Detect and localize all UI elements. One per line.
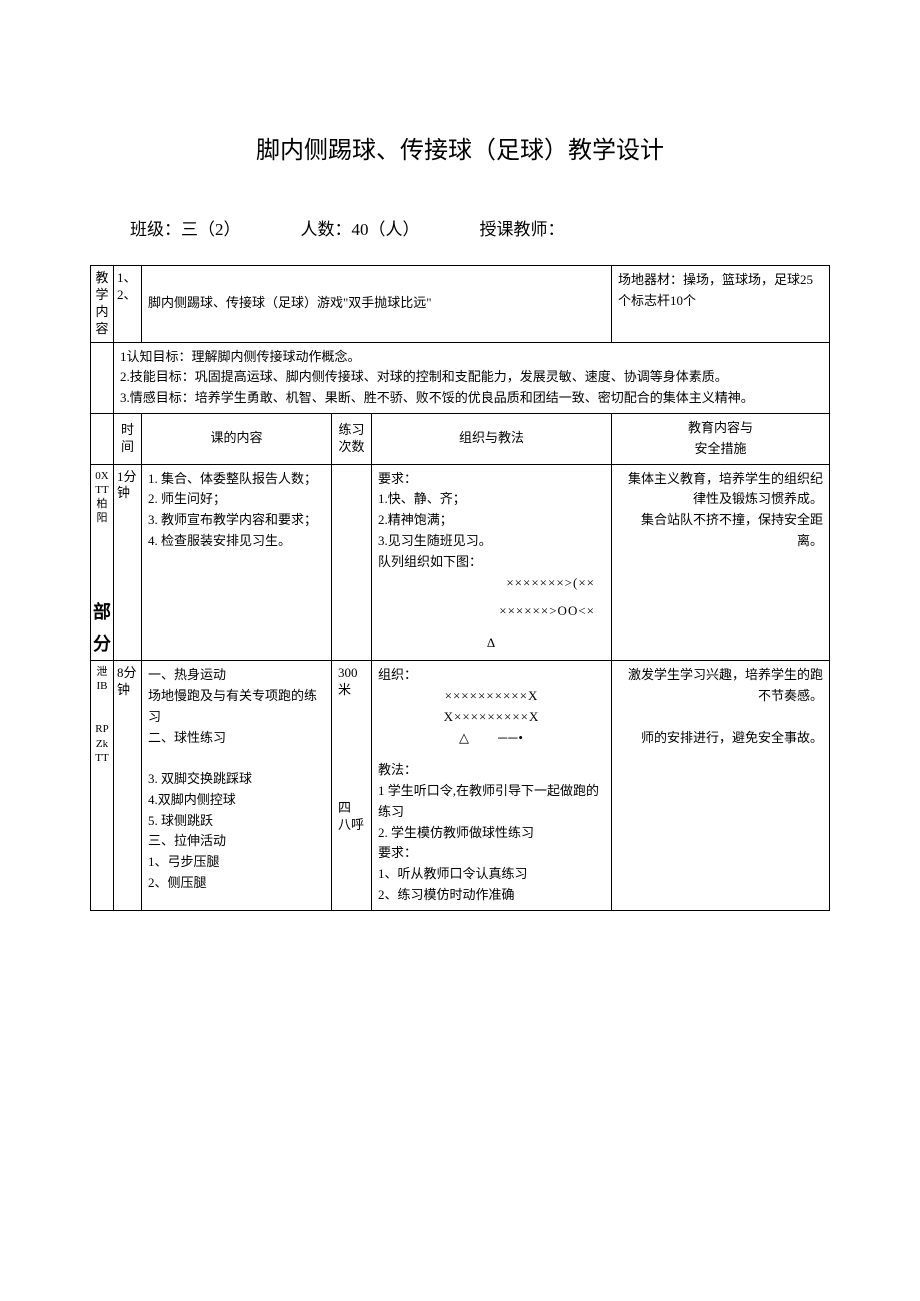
section1-edu: 集体主义教育，培养学生的组织纪律性及锻炼习惯养成。 集合站队不挤不撞，保持安全距… (612, 464, 830, 661)
section2-label: 泄 IB RP Zk TT (91, 661, 114, 911)
section1-label-c: 分 (91, 629, 114, 661)
teacher-info: 授课教师： (480, 215, 565, 240)
method-header: 组织与教法 (372, 413, 612, 464)
count-info: 人数：40（人） (301, 215, 420, 240)
content-header: 课的内容 (142, 413, 332, 464)
section2-content: 一、热身运动 场地慢跑及与有关专项跑的练习 二、球性练习 3. 双脚交换跳踩球 … (142, 661, 332, 911)
section1-method-req: 要求： 1.快、静、齐； 2.精神饱满； 3.见习生随班见习。 队列组织如下图：… (372, 464, 612, 597)
section1-count (332, 464, 372, 661)
section2-count: 300米 四 八呼 (332, 661, 372, 911)
table-row: 0X TT 柏阳 1分钟 1. 集合、体委整队报告人数； 2. 师生问好； 3.… (91, 464, 830, 597)
teaching-content-label: 教学内容 (91, 266, 114, 343)
class-info: 班级：三（2） (130, 215, 241, 240)
table-row: 泄 IB RP Zk TT 8分钟 一、热身运动 场地慢跑及与有关专项跑的练习 … (91, 661, 830, 911)
lesson-table: 教学内容 1、 2、 脚内侧踢球、传接球（足球）游戏"双手抛球比远" 场地器材：… (90, 265, 830, 911)
section1-method-diag: ××××××>OO<× (372, 597, 612, 628)
meta-row: 班级：三（2） 人数：40（人） 授课教师： (90, 215, 830, 240)
table-row: 1认知目标：理解脚内侧传接球动作概念。 2.技能目标：巩固提高运球、脚内侧传接球… (91, 342, 830, 413)
teaching-content: 脚内侧踢球、传接球（足球）游戏"双手抛球比远" (142, 266, 612, 343)
goals-label (91, 342, 114, 413)
section2-method: 组织： ××××××××××X X×××××××××X △ ──• 教法： 1 … (372, 661, 612, 911)
blank-header (91, 413, 114, 464)
count-header: 练习次数 (332, 413, 372, 464)
edu-header: 教育内容与 安全措施 (612, 413, 830, 464)
time-header: 时间 (114, 413, 142, 464)
goals: 1认知目标：理解脚内侧传接球动作概念。 2.技能目标：巩固提高运球、脚内侧传接球… (114, 342, 830, 413)
section1-label-a: 0X TT 柏阳 (91, 464, 114, 597)
section2-time: 8分钟 (114, 661, 142, 911)
page-title: 脚内侧踢球、传接球（足球）教学设计 (90, 130, 830, 165)
section2-edu: 激发学生学习兴趣，培养学生的跑不节奏感。 师的安排进行，避免安全事故。 (612, 661, 830, 911)
table-row: 教学内容 1、 2、 脚内侧踢球、传接球（足球）游戏"双手抛球比远" 场地器材：… (91, 266, 830, 343)
section1-time: 1分钟 (114, 464, 142, 661)
content-num: 1、 2、 (114, 266, 142, 343)
table-header-row: 时间 课的内容 练习次数 组织与教法 教育内容与 安全措施 (91, 413, 830, 464)
section1-label-b: 部 (91, 597, 114, 628)
section1-method-delta: Δ (372, 629, 612, 661)
section1-content: 1. 集合、体委整队报告人数； 2. 师生问好； 3. 教师宣布教学内容和要求；… (142, 464, 332, 661)
equipment: 场地器材：操场，篮球场，足球25个标志杆10个 (612, 266, 830, 343)
